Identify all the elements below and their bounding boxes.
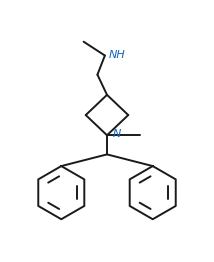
Text: N: N	[112, 129, 121, 139]
Text: NH: NH	[109, 50, 126, 60]
